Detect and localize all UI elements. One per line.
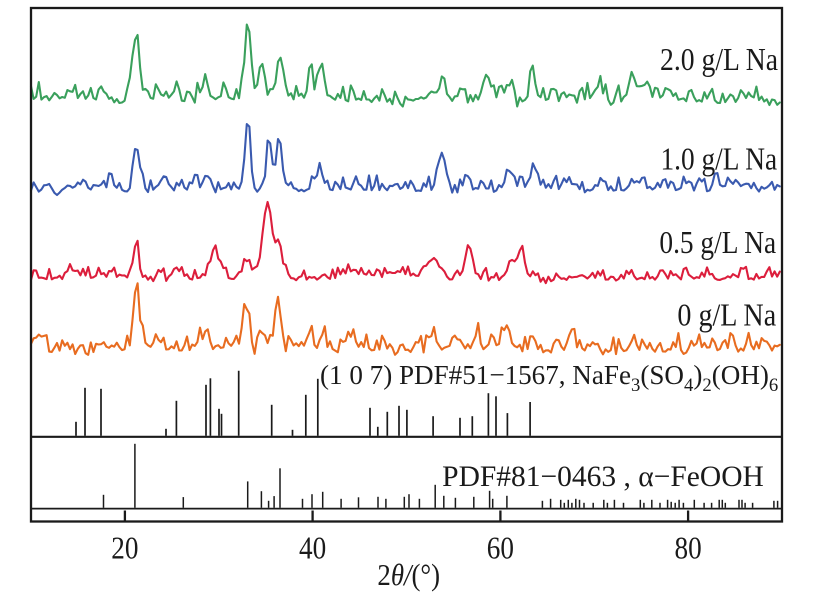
svg-text:80: 80 [675, 531, 702, 565]
svg-text:60: 60 [487, 531, 514, 565]
svg-text:0 g/L Na: 0 g/L Na [677, 297, 776, 333]
svg-text:0.5 g/L Na: 0.5 g/L Na [659, 225, 776, 260]
svg-text:2.0 g/L Na: 2.0 g/L Na [660, 42, 778, 77]
svg-text:40: 40 [299, 531, 326, 565]
svg-text:1.0 g/L Na: 1.0 g/L Na [660, 142, 777, 177]
svg-text:20: 20 [111, 531, 138, 565]
svg-text:(1 0 7) PDF#51−1567, NaFe3(SO4: (1 0 7) PDF#51−1567, NaFe3(SO4)2(OH)6 [320, 360, 778, 396]
svg-text:PDF#81−0463 , α−FeOOH: PDF#81−0463 , α−FeOOH [442, 461, 764, 493]
svg-text:2θ/(°): 2θ/(°) [377, 558, 440, 592]
